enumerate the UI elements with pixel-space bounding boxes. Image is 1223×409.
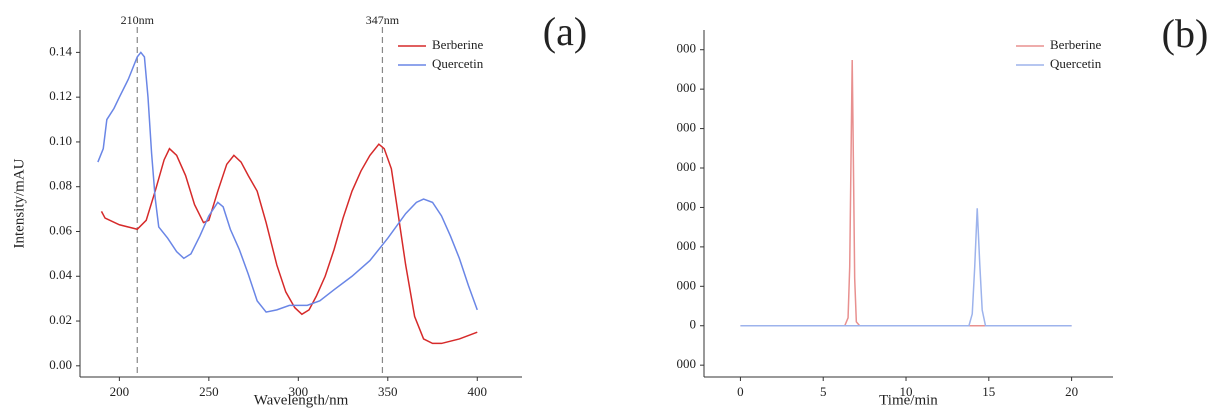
y-axis-title: Intensity/mAU <box>11 158 27 248</box>
y-tick-label: 000 <box>677 41 697 56</box>
x-tick-label: 15 <box>982 384 995 399</box>
y-tick-label: 000 <box>677 120 697 135</box>
y-tick-label: 0.04 <box>49 267 72 282</box>
y-tick-label: 000 <box>677 277 697 292</box>
x-tick-label: 0 <box>737 384 744 399</box>
y-tick-label: 0.14 <box>49 43 72 58</box>
panel-label: (b) <box>1162 11 1209 56</box>
series-line <box>97 51 478 313</box>
x-tick-label: 5 <box>820 384 827 399</box>
annotation-label: 210nm <box>121 13 155 27</box>
legend-label: Berberine <box>1050 37 1101 52</box>
x-axis-title: Time/min <box>879 392 938 408</box>
y-tick-label: 0.08 <box>49 178 72 193</box>
x-tick-label: 350 <box>378 384 398 399</box>
annotation-label: 347nm <box>366 13 400 27</box>
y-tick-label: 0 <box>690 317 697 332</box>
y-tick-label: 000 <box>677 80 697 95</box>
x-tick-label: 250 <box>199 384 219 399</box>
y-tick-label: 0.12 <box>49 88 72 103</box>
y-tick-label: 0.02 <box>49 312 72 327</box>
series-line <box>740 59 1072 327</box>
x-tick-label: 20 <box>1065 384 1078 399</box>
y-tick-label: 0.10 <box>49 133 72 148</box>
panel-label: (a) <box>543 9 587 54</box>
series-line <box>740 208 1072 327</box>
series-line <box>100 143 478 345</box>
x-tick-label: 300 <box>289 384 309 399</box>
x-tick-label: 200 <box>110 384 130 399</box>
y-tick-label: 000 <box>677 238 697 253</box>
legend-label: Quercetin <box>1050 56 1102 71</box>
legend-label: Berberine <box>432 37 483 52</box>
y-tick-label: 0.00 <box>49 357 72 372</box>
x-tick-label: 10 <box>900 384 913 399</box>
x-tick-label: 400 <box>468 384 488 399</box>
y-tick-label: 000 <box>677 159 697 174</box>
legend-label: Quercetin <box>432 56 484 71</box>
y-tick-label: 0.06 <box>49 222 72 237</box>
x-axis-title: Wavelength/nm <box>254 392 349 408</box>
y-tick-label: 000 <box>677 198 697 213</box>
y-tick-label: 000 <box>677 356 697 371</box>
